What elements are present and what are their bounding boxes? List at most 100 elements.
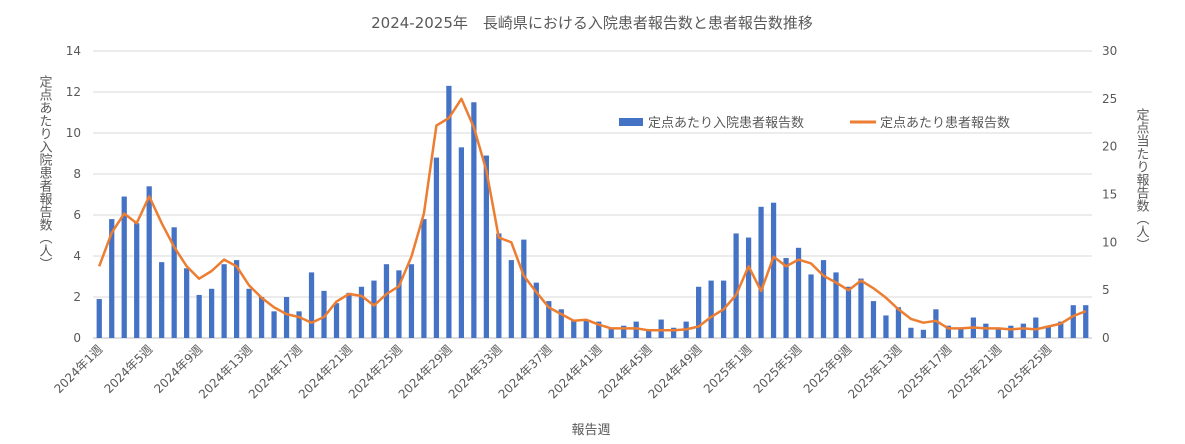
bar [658, 319, 664, 338]
bar [908, 327, 914, 338]
bar [983, 323, 989, 338]
x-tick-label: 2025年25週 [995, 342, 1054, 401]
bar [795, 247, 802, 338]
bar [471, 102, 477, 338]
chart-title: 2024-2025年 長崎県における入院患者報告数と患者報告数推移 [371, 14, 813, 32]
right-tick-label: 15 [1102, 188, 1117, 202]
bar [496, 233, 502, 338]
bar [858, 278, 864, 338]
bar [221, 264, 227, 338]
bar [820, 260, 827, 338]
bar [483, 155, 489, 338]
bar [283, 297, 290, 338]
bar [533, 282, 539, 338]
left-tick-label: 10 [66, 126, 81, 140]
right-tick-label: 30 [1102, 44, 1117, 58]
bar [96, 299, 102, 338]
bar [995, 327, 1001, 338]
bar [171, 227, 177, 338]
bar [920, 329, 927, 338]
bar [433, 157, 440, 338]
bar [621, 325, 627, 338]
bar [671, 327, 677, 338]
bar [546, 301, 552, 338]
bar [508, 260, 514, 338]
bar [696, 286, 702, 338]
bar [895, 307, 902, 338]
bar [346, 292, 352, 338]
bar [408, 264, 415, 338]
bar [196, 294, 202, 338]
bar [783, 258, 789, 338]
bar [246, 288, 252, 338]
x-tick-label: 2024年1週 [51, 342, 105, 396]
bar [596, 321, 602, 338]
line-series [98, 97, 1087, 332]
series-line [98, 97, 1087, 332]
bar [521, 239, 527, 338]
bar [1058, 321, 1064, 338]
bar [770, 202, 777, 338]
bar [209, 288, 215, 338]
right-tick-label: 0 [1102, 331, 1110, 345]
bar [833, 272, 839, 338]
bar [733, 233, 739, 338]
bar [333, 303, 340, 338]
right-axis-title: 定点当たり報告数（人） [1134, 108, 1150, 251]
bar [421, 219, 427, 338]
legend-bar-label: 定点あたり入院患者報告数 [648, 116, 804, 131]
bar [296, 311, 302, 338]
x-tick-label: 2024年49週 [646, 342, 705, 401]
left-tick-label: 6 [73, 208, 81, 222]
bar [633, 321, 639, 338]
right-tick-label: 5 [1102, 283, 1110, 297]
x-axis-ticks: 2024年1週2024年5週2024年9週2024年13週2024年17週202… [51, 342, 1054, 401]
bar [1033, 317, 1039, 338]
legend: 定点あたり入院患者報告数 定点あたり患者報告数 [619, 116, 1010, 131]
bar [883, 315, 889, 338]
bar [358, 286, 365, 338]
bar-series [96, 85, 1089, 338]
left-tick-label: 0 [73, 331, 81, 345]
left-tick-label: 8 [73, 167, 81, 181]
bar [146, 186, 152, 338]
bar [1008, 325, 1014, 338]
bar [958, 327, 964, 338]
bar [371, 280, 377, 338]
bar [608, 327, 614, 338]
bar [758, 206, 764, 338]
bar [558, 309, 564, 338]
bar [121, 196, 127, 338]
bar [870, 301, 877, 338]
left-tick-label: 2 [73, 290, 81, 304]
right-tick-label: 10 [1102, 235, 1117, 249]
bar [745, 237, 752, 338]
legend-bar-swatch [619, 118, 643, 126]
bar [134, 223, 140, 338]
bar [271, 311, 277, 338]
bar [1083, 305, 1089, 338]
bar [159, 262, 165, 338]
x-axis-title: 報告週 [571, 423, 610, 438]
bar [321, 290, 327, 338]
bar [308, 272, 315, 338]
bar [109, 219, 115, 338]
bar [646, 329, 652, 338]
left-axis-title: 定点あたり入院患者報告数（人） [37, 75, 53, 270]
gridlines [93, 50, 1092, 339]
bar [571, 319, 577, 338]
bar [583, 319, 589, 338]
bar [1045, 325, 1051, 338]
legend-line-label: 定点あたり患者報告数 [880, 116, 1010, 131]
left-tick-label: 4 [73, 249, 81, 263]
left-tick-label: 14 [66, 44, 81, 58]
x-tick-label: 2024年9週 [151, 342, 205, 396]
bar [396, 270, 402, 338]
bar [808, 274, 814, 338]
bar [383, 264, 390, 338]
bar [446, 85, 452, 338]
bar [1020, 323, 1026, 338]
left-tick-label: 12 [66, 85, 81, 99]
x-tick-label: 2025年9週 [801, 342, 855, 396]
